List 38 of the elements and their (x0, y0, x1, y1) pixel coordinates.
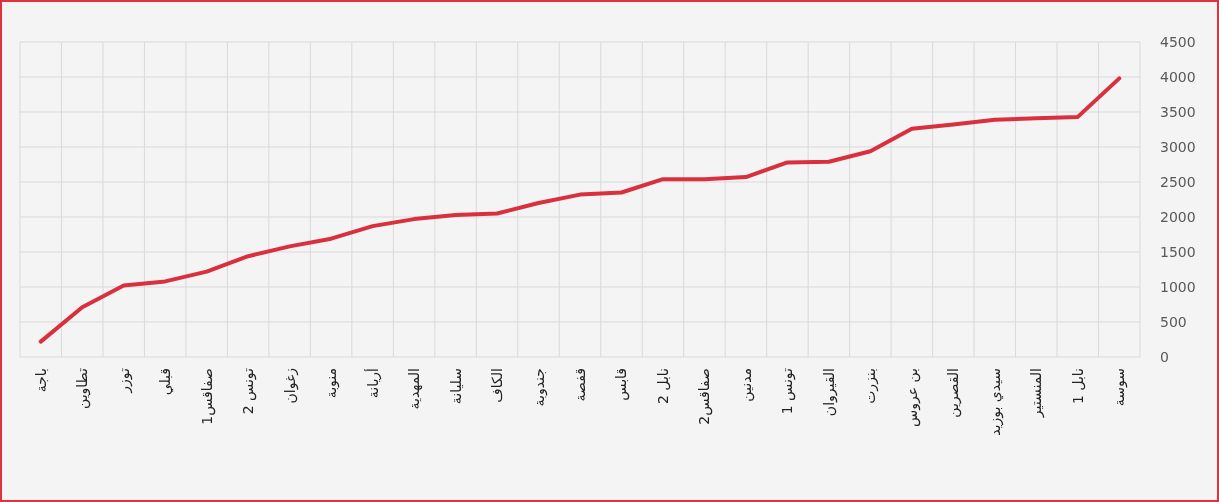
y-tick-label: 1500 (1160, 244, 1196, 260)
y-tick-label: 0 (1160, 349, 1169, 365)
x-tick-label: تونس 1 (779, 367, 797, 415)
x-tick-label: نابل 2 (654, 368, 671, 405)
x-tick-label: توزر (115, 367, 133, 394)
y-tick-label: 4500 (1160, 34, 1196, 50)
y-tick-label: 500 (1160, 314, 1187, 330)
x-tick-label: منوبة (323, 368, 341, 399)
x-tick-label: الكاف (489, 368, 506, 403)
x-tick-label: قابس (613, 368, 631, 401)
x-tick-label: صفاقس2 (696, 368, 714, 425)
y-tick-label: 1000 (1160, 279, 1196, 295)
x-tick-label: زغوان (281, 368, 299, 404)
y-tick-label: 3000 (1160, 139, 1196, 155)
x-tick-label: جندوبة (530, 368, 548, 407)
x-tick-label: سليانة (447, 368, 464, 405)
x-tick-label: القصرين (945, 368, 963, 418)
x-tick-label: بن عروس (903, 368, 921, 427)
y-tick-label: 2000 (1160, 209, 1196, 225)
y-tick-label: 3500 (1160, 104, 1196, 120)
x-tick-label: نابل 1 (1069, 368, 1086, 405)
x-tick-label: قفصة (572, 368, 588, 402)
x-tick-label: أريانة (363, 367, 382, 399)
x-tick-label: باجة (32, 368, 49, 393)
line-series (38, 76, 1122, 344)
y-tick-label: 4000 (1160, 69, 1196, 85)
x-tick-label: تونس 2 (240, 367, 258, 415)
x-tick-label: بنزرت (862, 368, 880, 404)
x-tick-label: مدنين (737, 368, 755, 402)
x-tick-label: تطاوين (74, 367, 92, 409)
x-tick-label: سيدي بوزيد (986, 368, 1004, 436)
y-tick-label: 2500 (1160, 174, 1196, 190)
x-tick-label: صفاقس1 (198, 368, 216, 425)
x-tick-label: سوسة (1111, 368, 1129, 407)
x-tick-label: المهدية (406, 368, 424, 410)
x-tick-label: القيروان (820, 368, 838, 417)
x-tick-label: قبلي (157, 368, 175, 396)
x-tick-label: المنستير (1028, 368, 1046, 419)
